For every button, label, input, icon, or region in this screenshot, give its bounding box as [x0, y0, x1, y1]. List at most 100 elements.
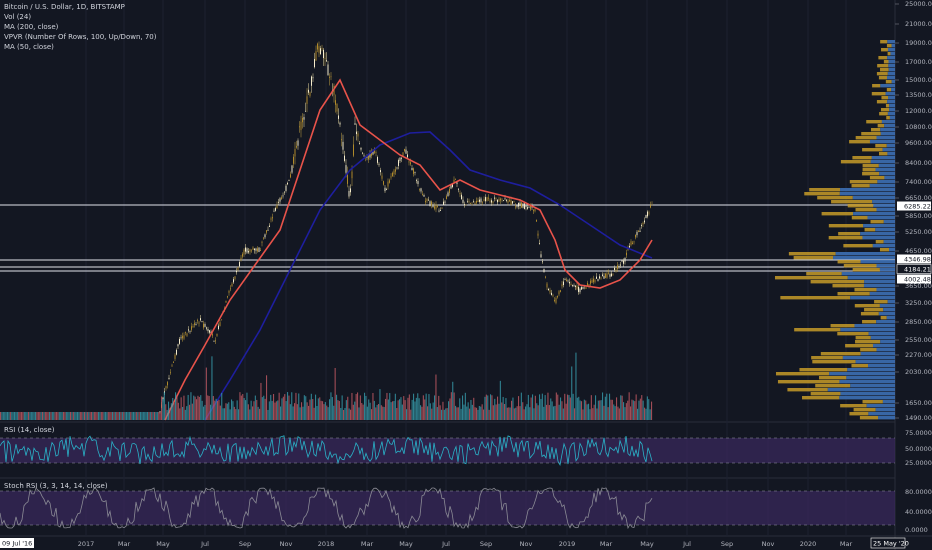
candle-body	[570, 284, 572, 285]
candle-body	[399, 157, 401, 161]
vol-indicator-label[interactable]: Vol (24)	[4, 13, 32, 21]
vpvr-bar-down	[885, 104, 890, 108]
volume-bar	[44, 412, 46, 420]
volume-bar	[145, 412, 147, 420]
volume-bar	[369, 402, 371, 420]
candle-body	[189, 331, 191, 333]
price-axis-label: 10800.00	[905, 123, 932, 131]
candle-body	[501, 198, 503, 200]
time-axis-label: Sep	[239, 540, 251, 548]
candle-body	[575, 285, 576, 287]
volume-bar	[124, 412, 126, 420]
vpvr-bar-down	[852, 156, 872, 160]
vpvr-bar-down	[876, 72, 888, 76]
volume-bar	[505, 398, 507, 420]
vpvr-bar-up	[875, 228, 895, 232]
volume-bar	[163, 392, 165, 420]
candle-body	[624, 257, 626, 262]
candle-body	[311, 76, 312, 86]
ma50-indicator-label[interactable]: MA (50, close)	[4, 43, 54, 51]
price-axis-label: 5250.00	[905, 228, 932, 236]
vpvr-bar-up	[864, 280, 895, 284]
volume-bar	[530, 397, 532, 420]
symbol-label[interactable]: Bitcoin / U.S. Dollar, 1D, BITSTAMP	[4, 3, 125, 11]
volume-bar	[492, 405, 494, 420]
price-axis-label: 2850.00	[905, 318, 932, 326]
volume-bar	[466, 406, 468, 420]
candle-body	[566, 279, 567, 282]
volume-bar	[116, 412, 118, 420]
candle-body	[312, 77, 314, 79]
volume-bar	[92, 412, 94, 420]
volume-bar	[445, 408, 447, 420]
candle-body	[249, 249, 251, 252]
candle-body	[257, 248, 258, 252]
candle-body	[539, 243, 540, 244]
candle-body	[225, 300, 227, 303]
rsi-line	[0, 435, 653, 467]
candle-body	[560, 290, 561, 292]
volume-bar	[40, 412, 42, 420]
volume-bar	[600, 400, 602, 420]
time-axis-label: Nov	[520, 540, 533, 548]
volume-bar	[480, 406, 482, 420]
volume-bar	[613, 404, 615, 420]
volume-bar	[65, 412, 67, 420]
candle-body	[647, 211, 648, 217]
price-axis-label: 17000.00	[905, 58, 932, 66]
candle-body	[609, 274, 611, 277]
candle-body	[212, 334, 213, 336]
volume-bar	[463, 404, 465, 420]
volume-bar	[610, 399, 612, 420]
vpvr-bar-down	[840, 160, 871, 164]
vpvr-bar-up	[887, 48, 895, 52]
ma200-indicator-label[interactable]: MA (200, close)	[4, 23, 59, 31]
volume-bar	[348, 408, 350, 420]
volume-bar	[476, 407, 478, 420]
vpvr-bar-down	[855, 340, 881, 344]
vpvr-bar-up	[888, 60, 895, 64]
candle-body	[377, 157, 378, 163]
volume-bar	[107, 412, 109, 420]
candle-body	[188, 329, 189, 331]
volume-bar	[140, 412, 142, 420]
candle-body	[497, 199, 498, 203]
volume-bar	[523, 409, 525, 420]
candle-body	[459, 193, 461, 195]
volume-bar	[366, 406, 368, 420]
candle-body	[284, 191, 285, 193]
candle-body	[330, 76, 332, 78]
volume-bar	[268, 401, 270, 420]
vpvr-bar-up	[880, 340, 895, 344]
vpvr-bar-down	[787, 388, 828, 392]
volume-bar	[630, 406, 632, 420]
volume-bar	[280, 406, 282, 420]
volume-bar	[338, 401, 340, 420]
vpvr-bar-down	[878, 152, 888, 156]
candle-body	[588, 284, 590, 286]
candle-body	[606, 273, 608, 278]
time-axis-label: 2018	[318, 540, 335, 548]
candle-body	[599, 276, 600, 279]
stoch-axis-label: 80.0000	[905, 488, 932, 496]
vpvr-indicator-label[interactable]: VPVR (Number Of Rows, 100, Up/Down, 70)	[4, 33, 157, 41]
volume-bar	[541, 393, 543, 420]
volume-bar	[380, 405, 382, 420]
volume-bar	[413, 393, 415, 420]
stoch-rsi-pane-label[interactable]: Stoch RSI (3, 3, 14, 14, close)	[4, 482, 108, 490]
vpvr-bar-up	[889, 248, 895, 252]
volume-bar	[400, 397, 402, 420]
candle-body	[542, 261, 543, 263]
volume-bar	[137, 412, 139, 420]
price-axis-label: 2550.00	[905, 336, 932, 344]
volume-bar	[432, 402, 434, 420]
vpvr-bar-down	[851, 364, 869, 368]
vpvr-bar-up	[868, 412, 895, 416]
candle-body	[650, 205, 651, 208]
volume-bar	[509, 407, 511, 420]
vpvr-bar-up	[871, 156, 895, 160]
rsi-pane-label[interactable]: RSI (14, close)	[4, 426, 55, 434]
candle-body	[597, 279, 599, 281]
